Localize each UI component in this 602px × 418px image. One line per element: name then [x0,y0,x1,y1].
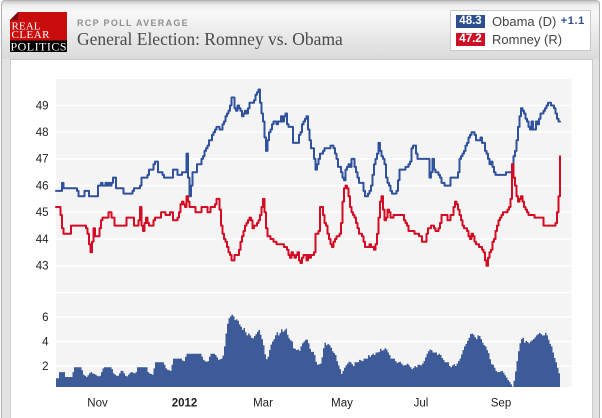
svg-text:REAL: REAL [12,21,41,33]
svg-text:Mar: Mar [253,398,273,410]
svg-text:46: 46 [36,180,49,192]
svg-text:48: 48 [36,127,49,139]
svg-text:POLITICS: POLITICS [11,40,67,53]
svg-text:Nov: Nov [87,398,108,410]
svg-text:CLEAR: CLEAR [12,29,51,41]
svg-text:43: 43 [36,261,49,273]
svg-text:6: 6 [42,312,48,324]
svg-text:2012: 2012 [172,398,198,410]
svg-text:Jul: Jul [414,398,429,410]
svg-text:44: 44 [36,234,49,246]
svg-text:47: 47 [36,154,49,166]
svg-text:49: 49 [36,100,49,112]
svg-text:Sep: Sep [491,398,511,410]
svg-text:2: 2 [42,361,48,373]
svg-text:4: 4 [42,336,49,348]
svg-text:45: 45 [36,207,49,219]
svg-text:May: May [331,398,353,410]
